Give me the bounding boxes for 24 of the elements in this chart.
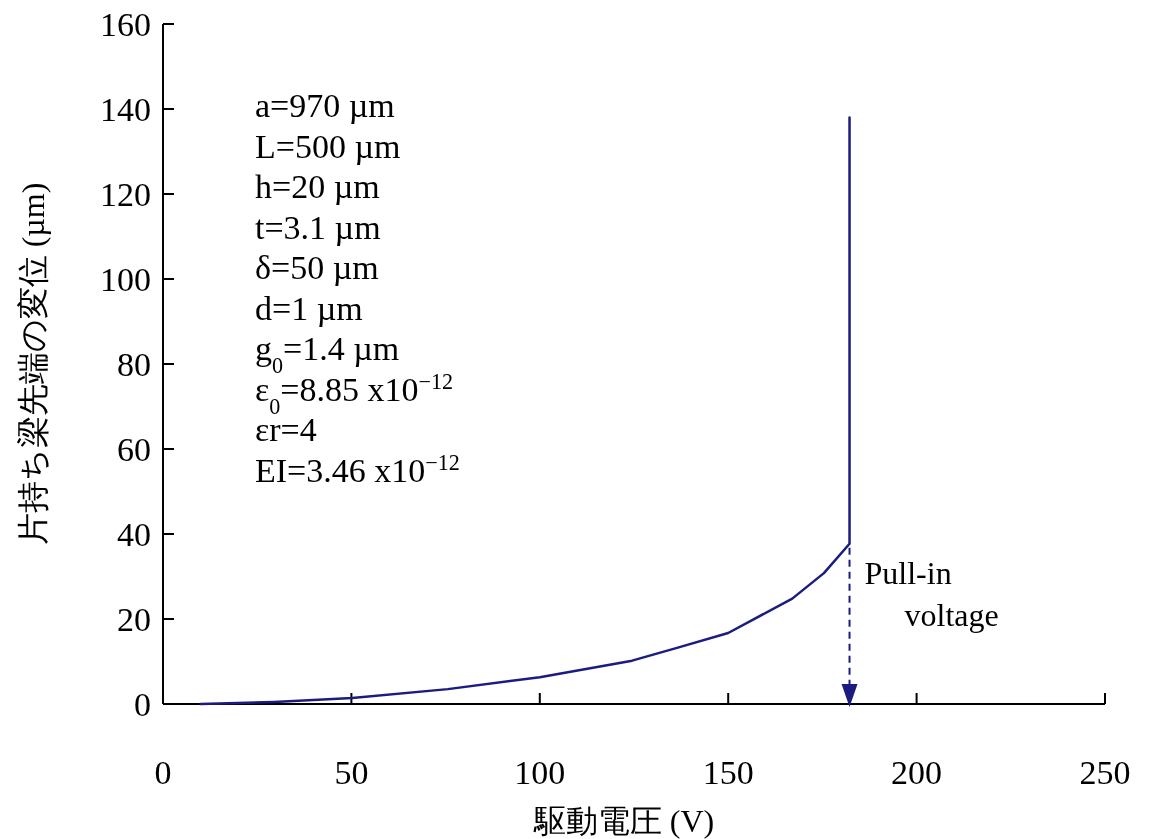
- y-tick-label: 0: [134, 686, 151, 723]
- annotation: h=20 µm: [255, 168, 380, 205]
- y-tick-label: 60: [117, 431, 151, 468]
- y-tick-label: 140: [100, 91, 151, 128]
- annotation: EI=3.46 x10$^{−12}$: [255, 449, 460, 489]
- annotation: L=500 µm: [255, 127, 401, 165]
- x-tick-label: 100: [514, 754, 566, 791]
- annotation: t=3.1 µm: [255, 208, 381, 246]
- y-axis-title: 片持ち梁先端の変位 (µm): [15, 182, 51, 546]
- x-tick-label: 250: [1079, 754, 1131, 791]
- y-tick-label: 80: [117, 346, 151, 383]
- y-tick-label: 160: [100, 6, 151, 43]
- x-tick-label: 150: [702, 754, 754, 791]
- x-tick-label: 200: [891, 754, 943, 791]
- annotation: δ=50 µm: [255, 249, 379, 286]
- annotation: d=1 µm: [255, 289, 363, 327]
- annotation: a=970 µm: [255, 87, 395, 124]
- x-tick-label: 50: [334, 754, 369, 791]
- y-tick-label: 40: [117, 516, 151, 553]
- x-axis-title: 駆動電圧 (V): [532, 803, 715, 839]
- y-tick-label: 100: [100, 261, 151, 298]
- y-tick-label: 120: [100, 176, 151, 213]
- annotation: Pull-in voltage: [864, 555, 999, 633]
- y-tick-label: 20: [117, 601, 151, 638]
